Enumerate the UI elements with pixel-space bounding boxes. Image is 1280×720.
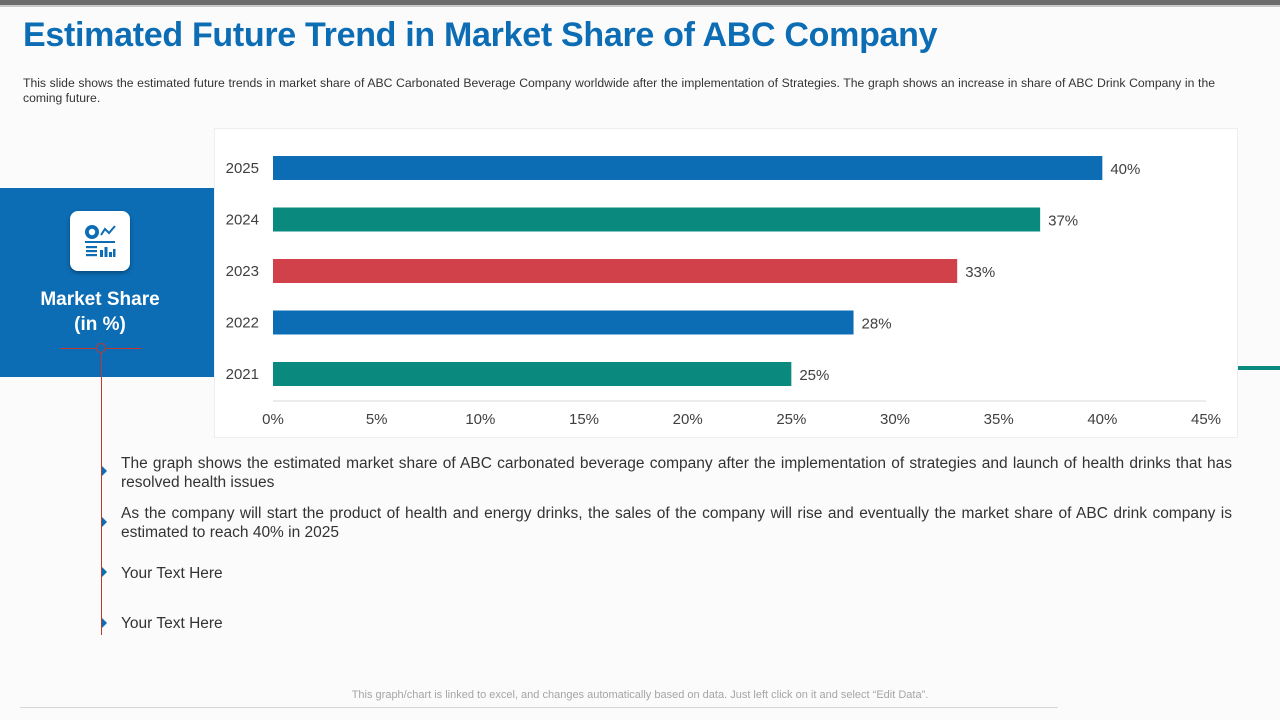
data-label: 33% [965,264,995,281]
timeline-node [96,343,106,353]
y-tick-label: 2021 [226,366,259,383]
x-tick-label: 35% [984,411,1014,428]
timeline-vertical-line [101,353,102,635]
y-tick-label: 2024 [226,212,259,229]
bullet-arrow-icon [102,466,107,476]
bullet-arrow-icon [102,567,107,577]
x-tick-label: 10% [465,411,495,428]
bar-2025 [273,156,1103,180]
page-title: Estimated Future Trend in Market Share o… [23,16,938,54]
x-tick-label: 20% [673,411,703,428]
market-chart-icon [70,211,130,271]
x-tick-label: 40% [1087,411,1117,428]
data-label: 37% [1048,213,1078,230]
footer-divider [20,707,1058,708]
y-tick-label: 2022 [226,315,259,332]
top-border [0,0,1280,5]
x-tick-label: 15% [569,411,599,428]
bar-2022 [273,310,854,335]
bar-2024 [273,207,1041,232]
footer-note: This graph/chart is linked to excel, and… [351,689,929,701]
side-title-line1: Market Share [40,289,160,310]
bullet-text: As the company will start the product of… [121,505,1232,541]
x-tick-label: 5% [366,411,388,428]
side-title-line2: (in %) [74,314,126,335]
x-tick-label: 25% [776,411,806,428]
bar-2021 [273,362,792,386]
x-tick-label: 45% [1191,411,1221,428]
x-tick-label: 30% [880,411,910,428]
page-subtitle: This slide shows the estimated future tr… [23,76,1215,105]
x-tick-label: 0% [262,411,284,428]
bar-2023 [273,259,958,283]
accent-line [1236,366,1280,370]
bullet-text: The graph shows the estimated market sha… [121,455,1232,491]
y-tick-label: 2023 [226,263,259,280]
data-label: 28% [862,316,892,333]
data-label: 25% [799,367,829,384]
bullet-arrow-icon [102,517,107,527]
bar-chart: 0% 5% 10% 15% 20% 25% 30% 35% 40% 45% 2025 40% 2024 3… [226,156,1221,428]
bullet-arrow-icon [102,618,107,628]
top-border-secondary [0,5,1280,7]
y-tick-label: 2025 [226,160,259,177]
data-label: 40% [1110,161,1140,178]
side-panel-title: Market Share (in %) [0,287,200,337]
bullet-text: Your Text Here [121,565,223,582]
chart-container[interactable]: 0% 5% 10% 15% 20% 25% 30% 35% 40% 45% 2025 40% 2024 3… [214,128,1238,438]
side-panel: Market Share (in %) [0,188,214,377]
bullet-text: Your Text Here [121,615,223,632]
